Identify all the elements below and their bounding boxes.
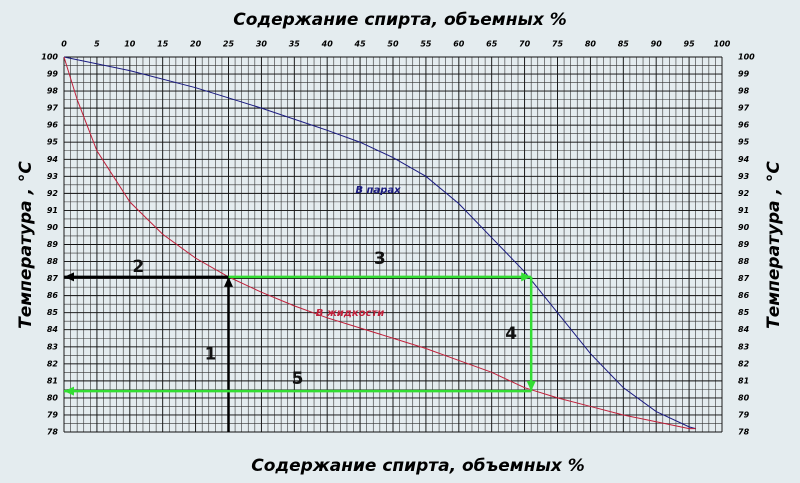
y-tick-label: 84 xyxy=(47,325,59,334)
y-tick-label: 96 xyxy=(47,121,59,130)
arrow-head xyxy=(64,272,74,282)
x-tick-label: 30 xyxy=(256,40,268,49)
y2-tick-label: 87 xyxy=(738,274,750,283)
y2-tick-label: 91 xyxy=(738,206,749,215)
annotation-label: 5 xyxy=(292,369,304,389)
y-tick-label: 89 xyxy=(47,240,59,249)
y-tick-label: 97 xyxy=(47,104,59,113)
y2-tick-label: 89 xyxy=(738,240,750,249)
y2-tick-label: 99 xyxy=(738,70,750,79)
y-tick-label: 92 xyxy=(47,189,59,198)
x-tick-label: 5 xyxy=(94,40,100,49)
y2-tick-label: 98 xyxy=(738,87,750,96)
x-tick-label: 65 xyxy=(486,40,498,49)
annotation-label: 4 xyxy=(505,324,517,344)
y-tick-label: 100 xyxy=(41,53,58,62)
y2-tick-label: 81 xyxy=(738,376,749,385)
y-tick-label: 82 xyxy=(47,359,59,368)
series-label: В парах xyxy=(355,185,401,196)
y-tick-label: 79 xyxy=(47,410,59,419)
x-tick-label: 55 xyxy=(420,40,432,49)
arrow-head xyxy=(526,381,536,392)
x-tick-label: 20 xyxy=(190,40,202,49)
x-tick-label: 95 xyxy=(684,40,696,49)
series-label: В жидкости xyxy=(316,308,385,319)
y2-tick-label: 94 xyxy=(738,155,750,164)
y-tick-label: 86 xyxy=(47,291,59,300)
y2-tick-label: 78 xyxy=(738,428,750,437)
x-tick-label: 35 xyxy=(289,40,301,49)
y-tick-label: 91 xyxy=(47,206,58,215)
x-tick-label: 40 xyxy=(321,40,334,49)
y2-tick-label: 96 xyxy=(738,121,750,130)
series-line xyxy=(63,56,696,430)
y2-tick-label: 84 xyxy=(738,325,750,334)
x-tick-label: 85 xyxy=(618,40,630,49)
x-tick-label: 10 xyxy=(124,40,136,49)
y2-tick-label: 92 xyxy=(738,189,750,198)
y2-tick-label: 100 xyxy=(738,53,755,62)
annotation-label: 1 xyxy=(205,344,217,364)
y2-tick-label: 83 xyxy=(738,342,750,351)
y2-tick-label: 79 xyxy=(738,410,750,419)
x-tick-label: 45 xyxy=(354,40,367,49)
y2-tick-label: 90 xyxy=(738,223,750,232)
y-tick-label: 99 xyxy=(47,70,59,79)
y-tick-label: 83 xyxy=(47,342,59,351)
x-tick-label: 70 xyxy=(519,40,531,49)
x-tick-label: 60 xyxy=(453,40,465,49)
y-tick-label: 98 xyxy=(47,87,59,96)
arrow-head xyxy=(224,276,233,287)
y-tick-label: 87 xyxy=(47,274,59,283)
x-tick-label: 80 xyxy=(585,40,597,49)
series-line xyxy=(63,56,696,430)
y-tick-label: 80 xyxy=(47,393,59,402)
x-tick-label: 90 xyxy=(651,40,663,49)
y-tick-label: 81 xyxy=(47,376,58,385)
x-tick-label: 100 xyxy=(714,40,731,49)
y-tick-label: 93 xyxy=(47,172,59,181)
annotation-label: 2 xyxy=(132,257,144,277)
x-tick-label: 75 xyxy=(552,40,564,49)
y-tick-label: 90 xyxy=(47,223,59,232)
arrow-head xyxy=(64,386,74,396)
y2-tick-label: 85 xyxy=(738,308,750,317)
y-tick-label: 88 xyxy=(47,257,59,266)
x-axis-label: Содержание спирта, объемных % xyxy=(251,456,584,476)
y-tick-label: 85 xyxy=(47,308,59,317)
y-tick-label: 78 xyxy=(47,428,59,437)
y2-tick-label: 86 xyxy=(738,291,750,300)
y2-axis-label: Температура , °C xyxy=(764,161,784,329)
x-tick-label: 0 xyxy=(61,40,67,49)
y2-tick-label: 95 xyxy=(738,138,750,147)
arrow-head xyxy=(521,272,532,282)
x-tick-label: 15 xyxy=(157,40,169,49)
y2-tick-label: 93 xyxy=(738,172,750,181)
y-axis-label: Температура , °C xyxy=(16,161,36,329)
y2-tick-label: 82 xyxy=(738,359,750,368)
y2-tick-label: 88 xyxy=(738,257,750,266)
y-tick-label: 95 xyxy=(47,138,59,147)
chart-title: Содержание спирта, объемных % xyxy=(233,10,566,30)
y-tick-label: 94 xyxy=(47,155,59,164)
annotation-label: 3 xyxy=(374,249,386,269)
y2-tick-label: 97 xyxy=(738,104,750,113)
y2-tick-label: 80 xyxy=(738,393,750,402)
x-tick-label: 25 xyxy=(223,40,235,49)
x-tick-label: 50 xyxy=(387,40,399,49)
